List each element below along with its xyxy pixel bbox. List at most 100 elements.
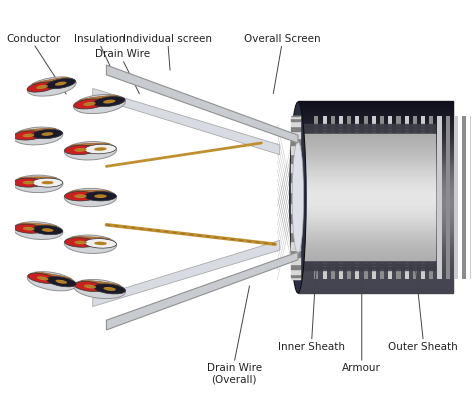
Ellipse shape xyxy=(62,82,64,84)
Bar xyxy=(298,163,435,165)
Bar xyxy=(298,216,435,217)
Bar xyxy=(298,225,453,226)
Ellipse shape xyxy=(88,98,91,100)
Bar xyxy=(298,275,453,276)
Bar xyxy=(298,233,453,234)
Bar xyxy=(298,156,435,158)
Ellipse shape xyxy=(105,288,108,290)
Ellipse shape xyxy=(82,241,85,244)
Bar xyxy=(298,110,453,111)
Bar xyxy=(298,157,453,158)
Bar xyxy=(298,243,435,245)
Ellipse shape xyxy=(23,130,26,132)
Ellipse shape xyxy=(42,177,45,179)
Bar xyxy=(298,251,453,252)
Bar xyxy=(298,140,435,141)
Ellipse shape xyxy=(79,144,82,147)
Bar xyxy=(298,246,453,247)
Bar xyxy=(298,254,435,255)
Bar xyxy=(298,231,453,233)
Ellipse shape xyxy=(13,178,44,187)
Bar xyxy=(298,244,453,245)
Bar xyxy=(298,174,453,175)
Ellipse shape xyxy=(77,193,109,197)
Ellipse shape xyxy=(76,241,79,244)
Bar xyxy=(298,229,453,231)
Ellipse shape xyxy=(46,181,48,184)
Ellipse shape xyxy=(51,181,54,184)
Bar xyxy=(298,264,453,265)
Bar xyxy=(298,180,453,181)
FancyBboxPatch shape xyxy=(462,116,466,279)
Bar xyxy=(298,170,435,171)
Ellipse shape xyxy=(24,134,27,137)
Ellipse shape xyxy=(84,144,116,154)
Bar xyxy=(298,248,453,249)
Ellipse shape xyxy=(43,224,46,226)
Bar xyxy=(298,179,435,181)
Ellipse shape xyxy=(55,280,67,284)
Bar xyxy=(298,247,453,248)
Ellipse shape xyxy=(27,228,29,230)
Bar xyxy=(298,128,453,129)
Bar xyxy=(298,134,435,135)
Ellipse shape xyxy=(42,181,53,184)
Ellipse shape xyxy=(73,94,126,114)
Bar xyxy=(298,258,435,260)
Ellipse shape xyxy=(83,285,87,287)
Ellipse shape xyxy=(83,237,86,239)
FancyBboxPatch shape xyxy=(421,116,425,279)
Bar xyxy=(298,258,435,260)
Ellipse shape xyxy=(57,280,60,282)
Bar xyxy=(298,133,453,134)
Bar xyxy=(298,269,453,270)
Ellipse shape xyxy=(113,288,116,291)
Ellipse shape xyxy=(113,100,115,102)
Bar xyxy=(298,109,453,110)
Ellipse shape xyxy=(44,85,46,88)
Bar xyxy=(298,285,453,286)
Ellipse shape xyxy=(39,276,69,282)
Bar xyxy=(298,194,453,195)
Bar xyxy=(298,239,435,241)
Bar xyxy=(298,127,453,128)
Ellipse shape xyxy=(47,229,50,231)
Bar xyxy=(298,202,453,203)
Bar xyxy=(298,263,453,264)
Bar xyxy=(298,242,435,243)
Bar xyxy=(298,234,453,235)
Bar xyxy=(298,151,453,152)
Bar xyxy=(298,236,435,237)
Ellipse shape xyxy=(104,195,107,198)
Bar xyxy=(298,211,435,213)
Ellipse shape xyxy=(30,228,33,230)
Ellipse shape xyxy=(55,83,57,86)
Bar xyxy=(298,265,453,266)
Ellipse shape xyxy=(99,238,102,240)
Bar xyxy=(298,179,435,181)
Ellipse shape xyxy=(40,277,43,279)
Ellipse shape xyxy=(43,133,46,135)
Ellipse shape xyxy=(64,192,96,201)
Bar xyxy=(298,177,453,178)
Bar xyxy=(298,140,435,141)
Ellipse shape xyxy=(31,130,33,132)
Ellipse shape xyxy=(13,127,63,145)
Bar xyxy=(298,151,435,152)
Bar xyxy=(298,154,435,156)
Ellipse shape xyxy=(290,102,306,293)
Bar xyxy=(298,223,453,224)
Bar xyxy=(298,201,435,203)
Bar xyxy=(298,220,453,221)
Ellipse shape xyxy=(46,274,49,276)
Text: Conductor: Conductor xyxy=(6,34,61,44)
Bar xyxy=(298,182,435,184)
Bar xyxy=(298,262,453,263)
Ellipse shape xyxy=(84,195,87,198)
Bar xyxy=(298,211,453,213)
Ellipse shape xyxy=(83,102,95,106)
Bar xyxy=(298,143,435,145)
Bar xyxy=(298,227,435,228)
Ellipse shape xyxy=(95,143,97,146)
Bar xyxy=(298,194,435,195)
